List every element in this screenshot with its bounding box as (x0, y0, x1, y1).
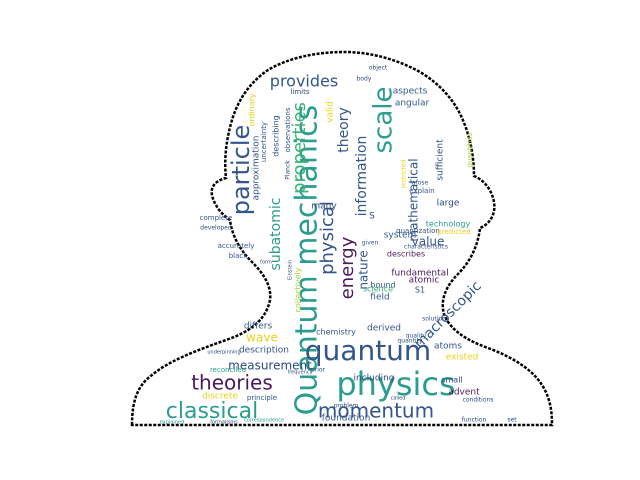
silhouette-outline (130, 50, 554, 427)
word-explained: explained (160, 420, 184, 426)
word-physics: physics (336, 365, 455, 403)
word-problem: problem (334, 403, 359, 410)
word-prior: prior (311, 367, 326, 374)
word-differs: differs (244, 322, 273, 332)
word-approximation: approximation (252, 135, 262, 200)
word-form: form (260, 260, 272, 266)
word-subatomic: subatomic (268, 198, 284, 271)
word-information: information (354, 136, 370, 217)
word-nature: nature (357, 250, 371, 289)
word-classical: classical (166, 399, 258, 424)
word-atomic: atomic (409, 276, 440, 286)
word-wave: wave (246, 331, 278, 345)
word-uncertainty: uncertainty (260, 122, 268, 162)
word-measurement: measurement (228, 359, 312, 373)
word-chemistry: chemistry (316, 328, 356, 337)
word-particle: particle (227, 125, 255, 216)
word-quantity: quantity (397, 338, 422, 345)
word-energy: energy (337, 236, 358, 299)
word-reconciled: reconciled (210, 366, 246, 374)
word-description: description (239, 346, 289, 356)
word-angular: angular (395, 99, 430, 109)
word-characteristics: characteristics (404, 244, 448, 251)
word-valid: valid (326, 101, 336, 123)
word-quantum-mechanics: Quantum mechanics (290, 105, 325, 416)
word-including: including (354, 374, 395, 384)
word-einstein: Einstein (288, 260, 294, 280)
word-atoms: atoms (434, 342, 462, 352)
word-frequency: frequency (287, 370, 312, 376)
word-advent: advent (448, 388, 480, 398)
word-large: large (437, 199, 460, 209)
word-quantization: quantization (396, 227, 440, 235)
word-solution: solution (422, 316, 446, 323)
word-science: science (363, 285, 393, 294)
word-fundamental: fundamental (391, 269, 448, 279)
word-called: called (391, 396, 406, 402)
word-existed: existed (446, 353, 479, 363)
word-physical: physical (317, 201, 338, 275)
word-describes: describes (387, 250, 425, 259)
word-aspects: aspects (393, 87, 428, 97)
word-discrete: discrete (202, 392, 238, 402)
word-quantum: quantum (305, 334, 431, 367)
word-ordinary: ordinary (248, 93, 257, 127)
word-quality: quality (406, 333, 427, 340)
word-arose: arose (412, 180, 429, 187)
word-planck: Planck (285, 160, 292, 180)
word-technology: technology (426, 220, 471, 229)
word-s1: S1 (415, 286, 425, 295)
word-principle: principle (247, 394, 277, 402)
word-small: small (441, 376, 462, 385)
word-system: system (384, 231, 417, 241)
word-restricted: restricted (401, 159, 408, 188)
word-set: set (507, 417, 517, 424)
word-conditions: conditions (463, 397, 494, 404)
word-value: value (412, 235, 445, 249)
word-limits: limits (290, 88, 309, 96)
word-complete: complete (200, 214, 233, 222)
word-scale: scale (369, 87, 399, 154)
word-given: given (362, 240, 379, 247)
word-derived: derived (367, 324, 401, 334)
word-many: many (311, 202, 337, 212)
word-correspondence: correspondence (244, 418, 284, 424)
word-quantities: quantities (466, 132, 474, 167)
word-function: function (462, 417, 487, 424)
word-black: black (229, 252, 249, 260)
word-explain: explain (409, 187, 434, 195)
word-observations: observations (284, 107, 292, 152)
word-describing: describing (272, 115, 281, 157)
word-mathematical: mathematical (407, 158, 421, 241)
word-formalisms: formalisms (210, 420, 238, 426)
word-sufficient: sufficient (436, 139, 446, 181)
word-bound: bound (370, 281, 395, 290)
word-accurately: accurately (218, 242, 255, 250)
word-provides: provides (270, 72, 338, 91)
word-theories: theories (191, 371, 273, 395)
word-developed: developed (200, 225, 232, 232)
word-predicted: predicted (437, 228, 470, 236)
word-underpinning: underpinning (207, 350, 240, 356)
word-body: body (357, 76, 372, 83)
word-properties: properties (289, 102, 310, 194)
word-momentum: momentum (318, 399, 434, 423)
word-s: S (369, 212, 375, 222)
word-collectively: collectively (294, 267, 303, 312)
word-foundation: foundation (322, 414, 371, 424)
word-theory: theory (336, 107, 352, 153)
word-field: field (370, 293, 389, 303)
word-object: object (369, 65, 388, 72)
